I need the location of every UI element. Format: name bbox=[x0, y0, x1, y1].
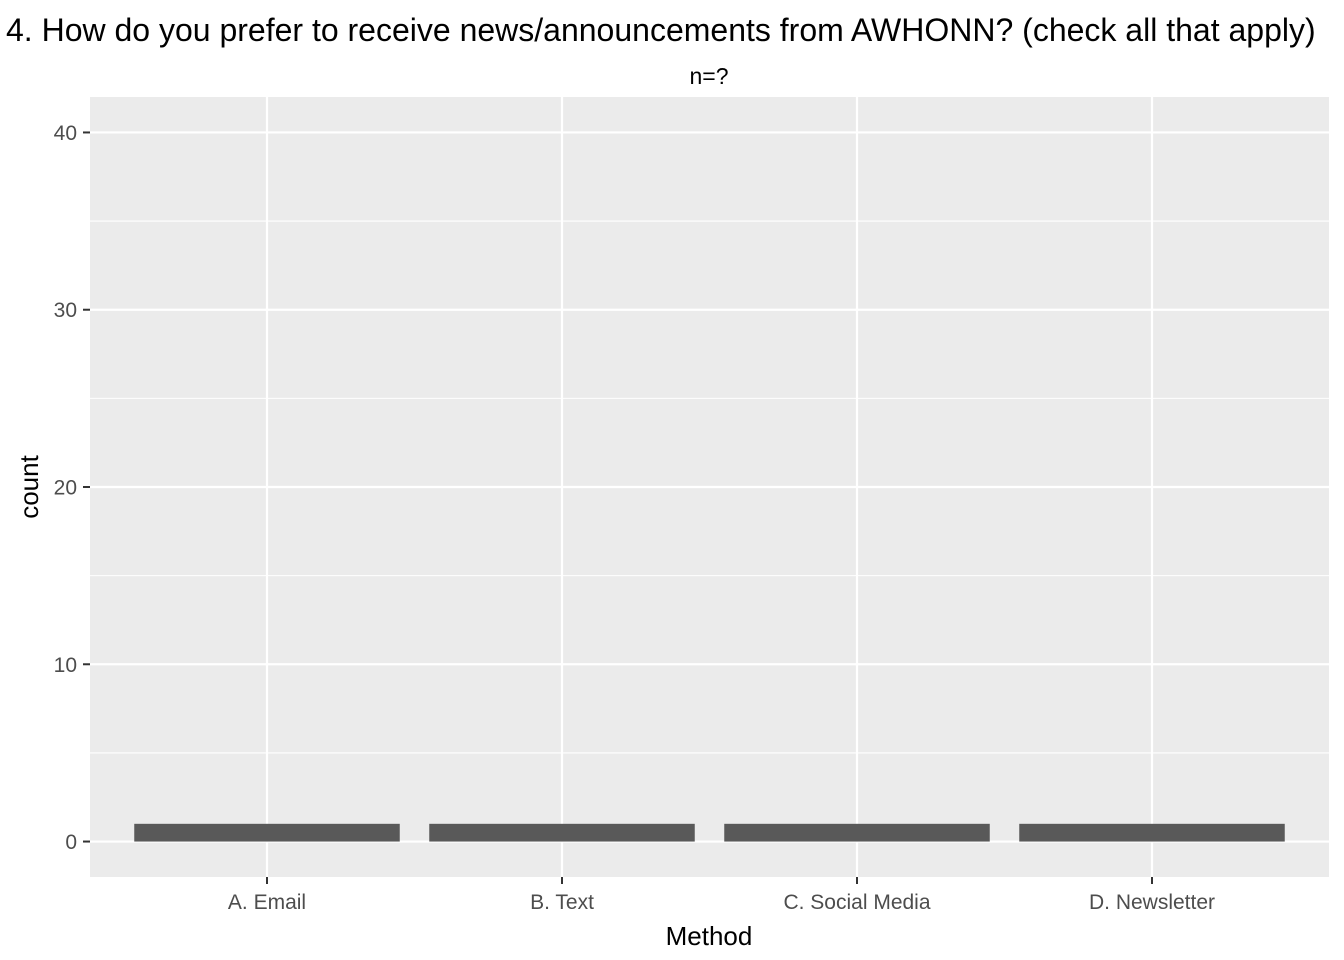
x-axis: A. Email B. Text C. Social Media D. Newslet… bbox=[228, 877, 1215, 914]
bar-d-newsletter bbox=[1019, 823, 1285, 842]
bars bbox=[134, 823, 1285, 842]
chart-title: 4. How do you prefer to receive news/ann… bbox=[6, 12, 1316, 48]
x-tick-label: C. Social Media bbox=[783, 891, 930, 914]
y-tick-label: 20 bbox=[54, 477, 77, 500]
x-tick-label: D. Newsletter bbox=[1089, 891, 1215, 914]
x-tick-label: B. Text bbox=[530, 891, 594, 914]
bar-a-email bbox=[134, 823, 400, 842]
y-tick-label: 30 bbox=[54, 299, 77, 322]
x-axis-title: Method bbox=[666, 921, 753, 951]
minor-gridlines bbox=[90, 220, 1329, 754]
y-tick-label: 40 bbox=[54, 122, 77, 145]
x-tick-label: A. Email bbox=[228, 891, 306, 914]
bar-c-social-media bbox=[724, 823, 990, 842]
y-axis: 0 10 20 30 40 bbox=[54, 122, 90, 854]
bar-b-text bbox=[429, 823, 695, 842]
y-tick-label: 0 bbox=[65, 831, 77, 854]
y-tick-label: 10 bbox=[54, 654, 77, 677]
y-axis-title: count bbox=[14, 454, 44, 518]
major-gridlines bbox=[90, 97, 1329, 877]
chart-subtitle: n=? bbox=[689, 63, 728, 89]
